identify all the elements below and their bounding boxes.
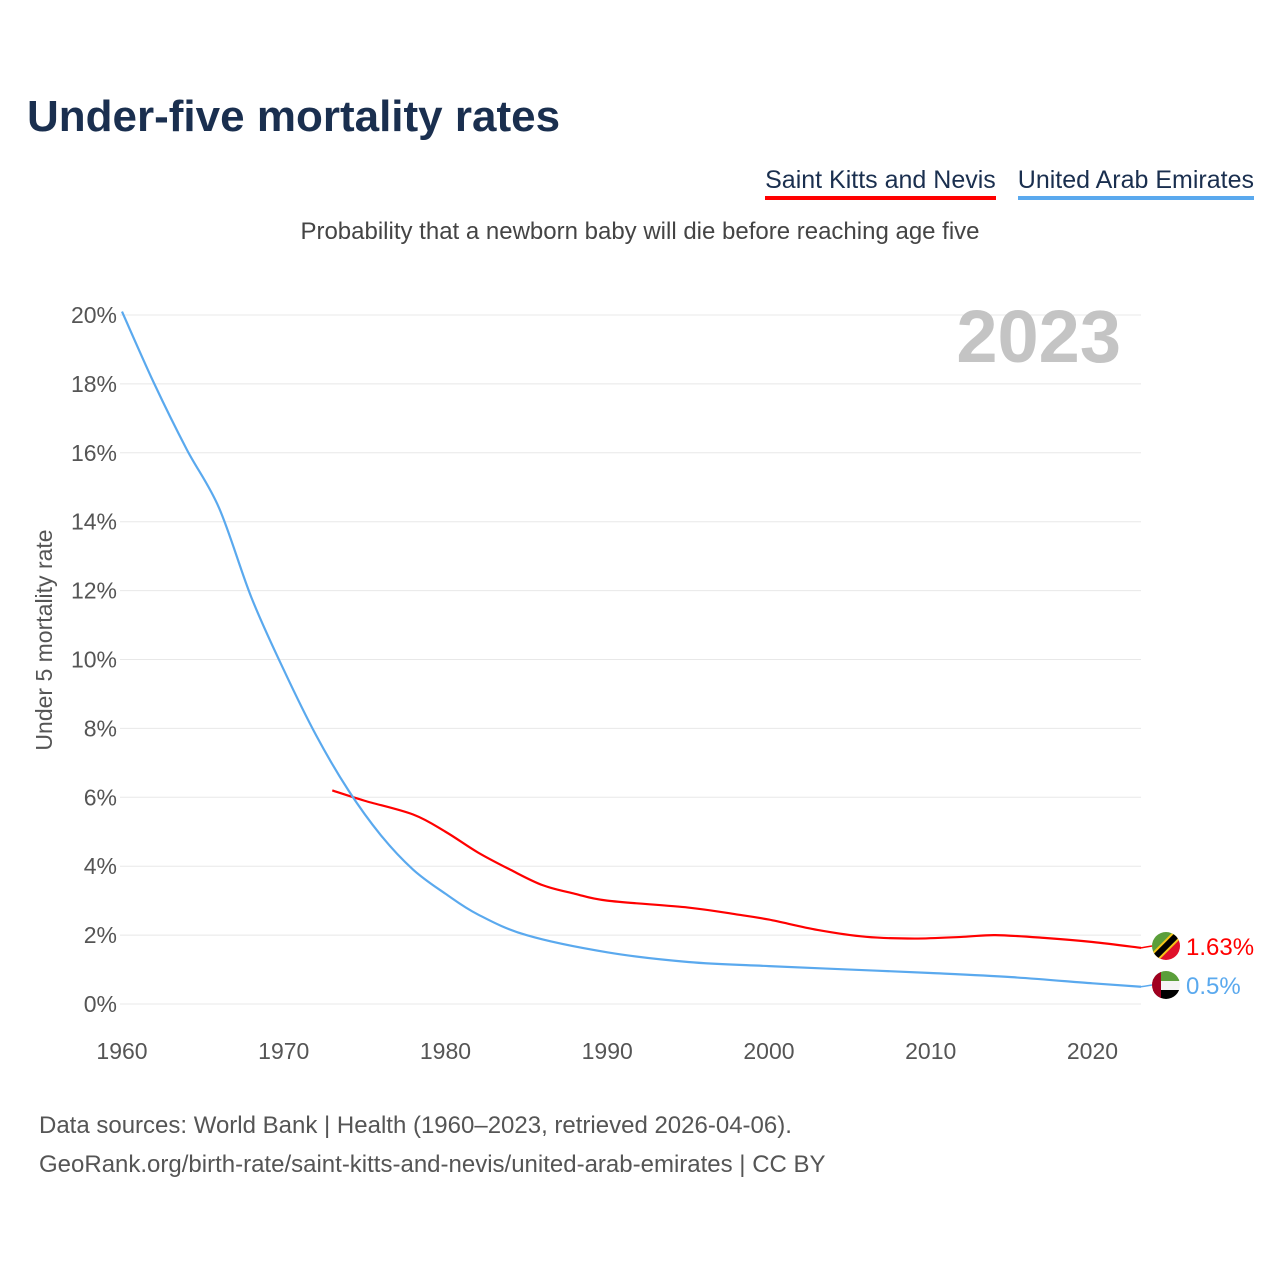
end-value-label: 0.5% [1186, 973, 1241, 1000]
leader-line [1140, 984, 1153, 988]
x-tick-label: 2000 [743, 1038, 794, 1064]
y-tick-label: 0% [84, 991, 117, 1017]
chart-subtitle: Probability that a newborn baby will die… [300, 218, 980, 245]
x-tick-label: 1990 [582, 1038, 633, 1064]
y-tick-label: 12% [71, 578, 117, 604]
end-value-label: 1.63% [1186, 934, 1254, 961]
legend-item-saint-kitts-and-nevis[interactable]: Saint Kitts and Nevis [765, 166, 996, 200]
x-tick-label: 1980 [420, 1038, 471, 1064]
footer: Data sources: World Bank | Health (1960–… [39, 1106, 826, 1184]
x-tick-label: 2010 [905, 1038, 956, 1064]
leader-line [1140, 945, 1153, 949]
y-tick-label: 6% [84, 784, 117, 810]
y-tick-label: 14% [71, 509, 117, 535]
series-line-saint-kitts-and-nevis[interactable] [331, 789, 1142, 949]
legend: Saint Kitts and Nevis United Arab Emirat… [765, 166, 1254, 200]
year-label: 2023 [956, 295, 1121, 378]
y-tick-label: 8% [84, 715, 117, 741]
legend-item-united-arab-emirates[interactable]: United Arab Emirates [1017, 166, 1254, 200]
x-tick-label: 2020 [1067, 1038, 1118, 1064]
y-axis-label: Under 5 mortality rate [31, 529, 57, 750]
y-tick-label: 18% [71, 371, 117, 397]
y-tick-label: 4% [84, 853, 117, 879]
y-tick-label: 16% [71, 440, 117, 466]
y-tick-label: 20% [71, 302, 117, 328]
series-line-united-arab-emirates[interactable] [120, 311, 1142, 988]
y-tick-label: 2% [84, 922, 117, 948]
x-tick-label: 1960 [96, 1038, 147, 1064]
uae-flag-icon [1152, 971, 1180, 999]
data-source: Data sources: World Bank | Health (1960–… [39, 1112, 792, 1139]
source-link[interactable]: GeoRank.org/birth-rate/saint-kitts-and-n… [39, 1151, 826, 1178]
y-tick-label: 10% [71, 647, 117, 673]
chart-title: Under-five mortality rates [27, 92, 561, 141]
x-tick-label: 1970 [258, 1038, 309, 1064]
saint-kitts-and-nevis-flag-icon [1152, 932, 1180, 960]
